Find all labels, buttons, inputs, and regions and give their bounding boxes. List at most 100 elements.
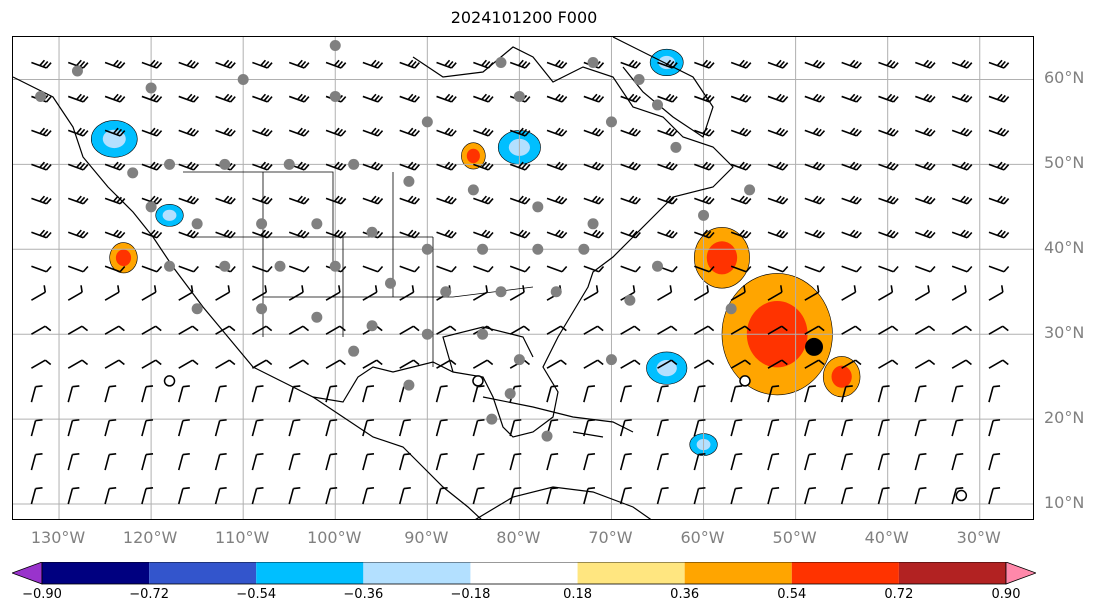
wind-barb <box>67 265 89 273</box>
wind-barb <box>104 325 125 335</box>
positive-contour-core <box>466 148 480 164</box>
wind-barb <box>767 93 789 103</box>
wind-barb <box>288 325 310 335</box>
wind-barb <box>877 419 890 437</box>
wind-barb <box>988 93 1010 103</box>
wind-barb <box>840 385 853 403</box>
wind-barb <box>362 195 384 205</box>
wind-barb <box>841 285 857 301</box>
wind-barb <box>546 229 568 239</box>
wind-barb <box>31 229 52 239</box>
wind-barb <box>546 359 567 369</box>
chart-title: 2024101200 F000 <box>450 8 598 27</box>
station-dot <box>191 303 203 315</box>
station-dot <box>311 311 323 323</box>
wind-barb <box>767 285 783 301</box>
wind-barb <box>67 161 89 171</box>
wind-barb <box>178 359 199 369</box>
wind-barb <box>67 359 89 369</box>
wind-barb <box>804 487 817 505</box>
wind-barb <box>620 359 641 369</box>
wind-barb <box>362 487 375 505</box>
colorbar-min-tip <box>12 562 43 585</box>
station-dot <box>550 286 562 298</box>
wind-barb <box>178 127 199 137</box>
wind-barb <box>472 487 485 505</box>
wind-barb <box>656 419 669 437</box>
station-dot <box>164 158 176 170</box>
station-dot <box>366 226 378 238</box>
wind-barb <box>288 419 301 437</box>
colorbar-segment <box>791 562 899 584</box>
map-panel[interactable] <box>12 36 1034 520</box>
wind-barb <box>252 229 273 239</box>
wind-barb <box>141 453 154 471</box>
wind-barb <box>509 195 531 205</box>
wind-barb <box>583 195 605 205</box>
station-dot <box>467 184 479 196</box>
colorbar-segment <box>577 562 685 584</box>
wind-barb <box>141 59 163 69</box>
wind-barb <box>104 127 126 137</box>
wind-barb <box>141 161 163 171</box>
wind-barb <box>583 265 605 273</box>
wind-barb <box>988 325 1009 335</box>
wind-barb <box>730 359 751 369</box>
colorbar-segment <box>149 562 257 584</box>
wind-barb <box>214 385 227 403</box>
station-dot <box>541 430 553 442</box>
wind-barb <box>141 487 154 505</box>
longitude-label: 60°W <box>680 528 725 547</box>
wind-barb <box>877 487 890 505</box>
wind-barb <box>473 93 494 103</box>
wind-barb <box>840 453 853 471</box>
wind-barb <box>546 127 568 137</box>
wind-barb <box>730 419 743 437</box>
wind-barb <box>988 285 1004 301</box>
wind-barb <box>141 127 163 137</box>
station-dot <box>145 82 157 94</box>
wind-barb <box>804 161 826 171</box>
wind-barb <box>509 59 531 69</box>
wind-barb <box>951 285 967 301</box>
wind-barb <box>988 195 1010 205</box>
wind-barb <box>693 359 715 369</box>
wind-barb <box>473 59 494 69</box>
wind-barb <box>67 419 80 437</box>
wind-barb <box>472 359 494 369</box>
wind-barb <box>67 285 83 301</box>
wind-barb <box>251 453 264 471</box>
wind-barb <box>399 59 420 69</box>
central-america-coastline <box>312 396 482 519</box>
wind-barb <box>620 93 641 103</box>
wind-barb <box>436 127 457 137</box>
wind-barbs <box>30 59 1010 505</box>
wind-barb <box>214 487 227 505</box>
station-dot <box>329 260 341 272</box>
wind-barb <box>583 419 596 437</box>
wind-barb <box>988 419 1001 437</box>
wind-barb <box>141 359 162 369</box>
gridlines <box>13 37 1033 519</box>
station-dot <box>366 320 378 332</box>
wind-barb <box>657 195 678 205</box>
longitude-label: 130°W <box>30 528 86 547</box>
station-dot <box>274 260 286 272</box>
wind-barb <box>141 229 163 239</box>
colorbar-max-tip <box>1005 562 1036 585</box>
station-dot <box>605 116 617 128</box>
wind-barb <box>914 325 936 335</box>
wind-barb <box>141 325 162 335</box>
wind-barb <box>509 161 531 171</box>
wind-barb <box>878 265 899 273</box>
wind-barb <box>951 229 973 239</box>
wind-barb <box>104 487 117 505</box>
wind-barb <box>915 93 936 103</box>
wind-barb <box>141 265 163 273</box>
station-dot <box>744 184 756 196</box>
wind-barb <box>141 385 154 403</box>
wind-barb <box>730 127 752 137</box>
latitude-label: 30°N <box>1044 323 1085 343</box>
wind-barb <box>546 453 559 471</box>
wind-barb <box>656 453 669 471</box>
